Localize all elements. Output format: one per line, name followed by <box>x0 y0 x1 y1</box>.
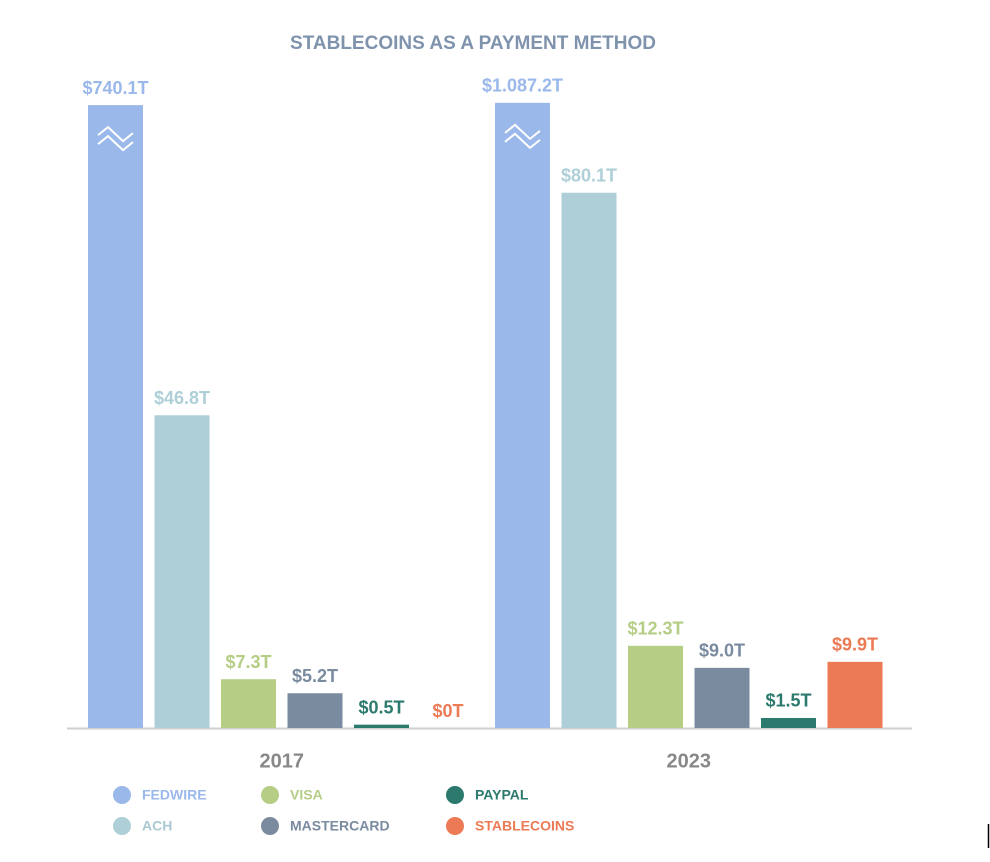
value-label: $7.3T <box>225 652 271 672</box>
bar <box>495 102 550 729</box>
value-label: $9.0T <box>699 641 745 661</box>
axis-break <box>97 125 134 143</box>
value-label: $80.1T <box>561 165 617 185</box>
value-label: $1.5T <box>765 691 811 711</box>
value-label: $0T <box>432 701 463 721</box>
legend-label: MASTERCARD <box>290 818 390 834</box>
bar <box>221 679 276 728</box>
value-label: $12.3T <box>627 619 683 639</box>
bar <box>694 667 750 728</box>
value-label: $46.8T <box>154 388 210 408</box>
axis-break <box>97 134 134 152</box>
legend-marker <box>113 786 131 804</box>
axis-break <box>504 132 541 150</box>
bar <box>761 717 816 728</box>
bar <box>287 693 343 728</box>
x-tick-label: 2017 <box>260 750 305 772</box>
legend-marker <box>446 786 464 804</box>
x-tick-label: 2023 <box>667 750 712 772</box>
legend-marker <box>113 817 131 835</box>
bar <box>827 661 883 728</box>
legend-label: ACH <box>142 818 172 834</box>
value-label: $0.5T <box>358 697 404 717</box>
bar <box>154 415 210 728</box>
legend-label: FEDWIRE <box>142 787 207 803</box>
value-label: $5.2T <box>292 666 338 686</box>
legend-label: STABLECOINS <box>475 818 574 834</box>
legend-label: VISA <box>290 787 323 803</box>
axis-break <box>504 123 541 141</box>
bar <box>561 192 617 728</box>
bar <box>88 105 143 728</box>
bar <box>354 724 409 728</box>
value-label: $1.087.2T <box>482 76 563 96</box>
legend-marker <box>261 786 279 804</box>
bar <box>628 645 683 728</box>
value-label: $9.9T <box>832 635 878 655</box>
legend-label: PAYPAL <box>475 787 529 803</box>
legend-marker <box>261 817 279 835</box>
value-label: $740.1T <box>82 78 148 98</box>
chart-title: STABLECOINS AS A PAYMENT METHOD <box>290 33 656 54</box>
legend-marker <box>446 817 464 835</box>
